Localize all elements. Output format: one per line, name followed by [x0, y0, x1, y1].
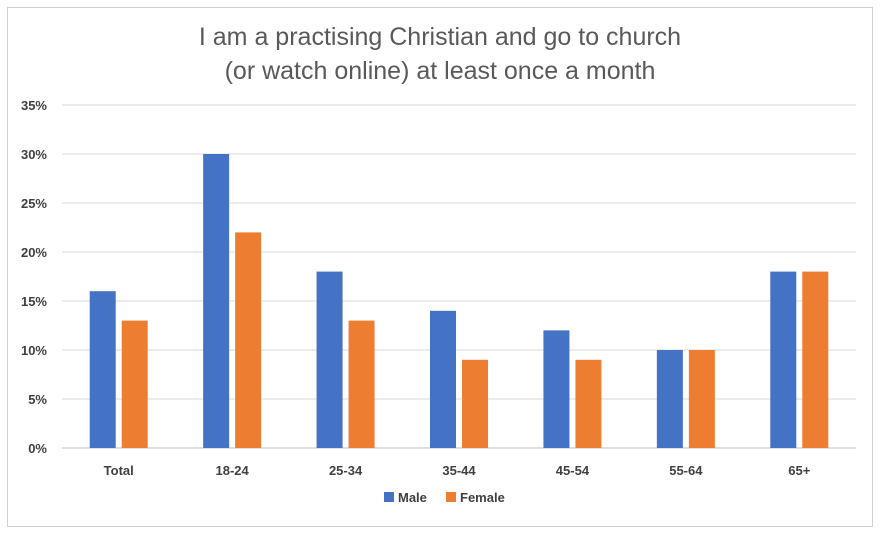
bar-male-18-24	[203, 154, 230, 448]
legend-label-male: Male	[398, 490, 427, 505]
bar-male-45-54	[543, 330, 570, 448]
bar-female-total	[121, 320, 148, 448]
bar-female-25-34	[348, 320, 375, 448]
x-axis-ticks: Total 18-24 25-34 35-44 45-54 55-64 65+	[104, 463, 811, 478]
y-tick-label: 25%	[21, 196, 47, 211]
legend-swatch-male	[384, 492, 394, 502]
x-tick-label: 65+	[788, 463, 810, 478]
bar-male-65+	[770, 271, 797, 448]
x-tick-label: 25-34	[329, 463, 363, 478]
x-tick-label: 55-64	[669, 463, 703, 478]
bar-female-45-54	[575, 359, 602, 448]
y-tick-label: 15%	[21, 294, 47, 309]
bar-male-25-34	[316, 271, 343, 448]
y-tick-label: 5%	[28, 392, 47, 407]
bar-female-35-44	[462, 359, 488, 448]
bar-male-55-64	[656, 350, 683, 448]
legend: Male Female	[384, 490, 505, 505]
bar-female-18-24	[235, 232, 262, 448]
y-tick-label: 10%	[21, 343, 47, 358]
legend-label-female: Female	[460, 490, 505, 505]
x-tick-label: Total	[104, 463, 134, 478]
y-tick-label: 30%	[21, 147, 47, 162]
legend-swatch-female	[446, 492, 456, 502]
bar-male-35-44	[430, 310, 456, 448]
y-tick-label: 20%	[21, 245, 47, 260]
chart-title-line-1: I am a practising Christian and go to ch…	[199, 23, 681, 51]
bar-female-65+	[802, 271, 829, 448]
chart-title-line-2: (or watch online) at least once a month	[225, 57, 656, 85]
y-axis-ticks: 0% 5% 10% 15% 20% 25% 30% 35%	[21, 98, 47, 456]
y-tick-label: 0%	[28, 441, 47, 456]
x-tick-label: 18-24	[216, 463, 250, 478]
gridlines	[62, 104, 856, 449]
x-tick-label: 35-44	[442, 463, 476, 478]
bar-male-total	[89, 291, 116, 448]
x-tick-label: 45-54	[556, 463, 590, 478]
bar-female-55-64	[688, 350, 715, 448]
y-tick-label: 35%	[21, 98, 47, 113]
bars	[89, 154, 829, 448]
